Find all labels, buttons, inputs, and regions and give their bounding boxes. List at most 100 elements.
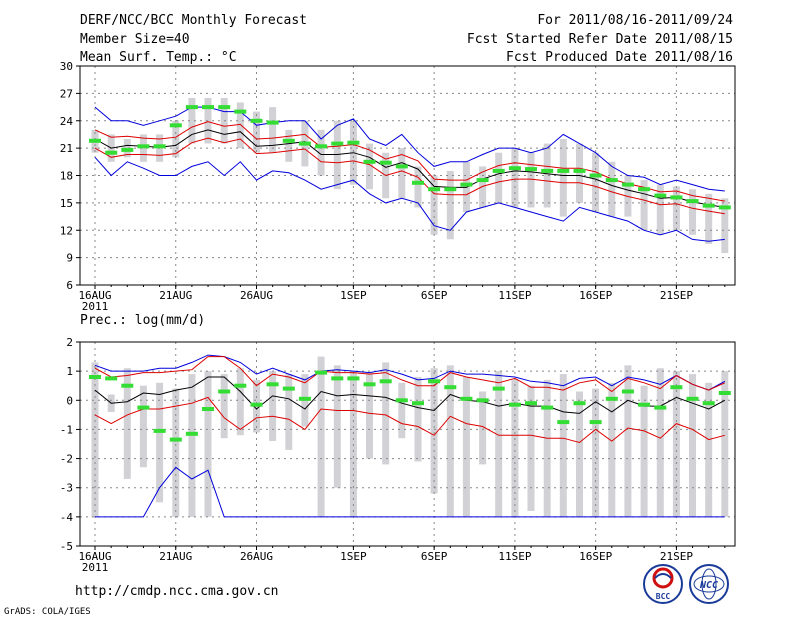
- temp-observed-marker: [412, 180, 424, 185]
- prec-observed-marker: [395, 398, 408, 403]
- temp-spread-bar: [527, 152, 535, 208]
- temp-y-tick-label: 27: [60, 87, 73, 100]
- prec-observed-marker: [89, 375, 101, 379]
- prec-spread-bar: [592, 388, 600, 517]
- temp-min-line: [94, 156, 725, 242]
- prec-observed-marker: [153, 428, 166, 433]
- source-url: http://cmdp.ncc.cma.gov.cn: [75, 584, 279, 599]
- prec-y-tick-label: 2: [66, 336, 73, 349]
- prec-y-tick-label: -5: [60, 540, 73, 553]
- temp-upper-std-line: [94, 121, 725, 202]
- prec-x-tick-label: 16AUG: [78, 550, 111, 563]
- prec-x-tick-label: 6SEP: [421, 550, 448, 563]
- temp-x-tick-label: 21SEP: [660, 289, 693, 302]
- prec-spread-bar: [527, 385, 535, 511]
- temp-spread-bar: [236, 102, 244, 149]
- temp-observed-marker: [557, 168, 570, 173]
- temp-spread-bar: [398, 148, 406, 199]
- temp-observed-marker: [347, 140, 360, 145]
- temp-spread-bar: [705, 193, 713, 244]
- temp-year-label: 2011: [82, 300, 109, 313]
- bcc-logo: BCC: [643, 564, 683, 604]
- prec-observed-marker: [347, 376, 360, 381]
- temp-spread-bar: [495, 152, 503, 203]
- prec-spread-bar: [672, 371, 680, 517]
- temperature-panel: 6 9 12 15 18 21 24 27 30 16AUG 21AUG 26AUG 1SEP 6SEP 1…: [60, 60, 736, 313]
- temp-mean-line: [94, 129, 725, 208]
- prec-spread-bar: [608, 382, 616, 517]
- temp-observed-marker: [428, 187, 441, 192]
- temp-spread-bar: [576, 143, 583, 203]
- prec-x-tick-label: 16SEP: [579, 550, 612, 563]
- temp-observed-marker: [250, 118, 263, 123]
- temp-observed-marker: [105, 150, 118, 155]
- prec-spread-bar: [156, 382, 164, 503]
- prec-observed-marker: [686, 396, 699, 401]
- prec-x-tick-label: 26AUG: [240, 550, 273, 563]
- temp-observed-marker: [331, 141, 344, 146]
- prec-observed-marker: [363, 382, 376, 387]
- precip-variable-label: Prec.: log(mm/d): [80, 313, 205, 328]
- temp-y-tick-label: 15: [60, 197, 73, 210]
- temp-observed-marker: [605, 178, 618, 183]
- prec-observed-marker: [412, 401, 424, 406]
- prec-observed-marker: [573, 401, 586, 406]
- temp-y-tick-label: 24: [60, 115, 74, 128]
- prec-spread-bar: [640, 385, 648, 517]
- temperature-variable-label: Mean Surf. Temp.: °C: [80, 50, 237, 65]
- temp-observed-marker: [137, 144, 150, 149]
- temp-y-tick-label: 30: [60, 60, 73, 73]
- temp-observed-marker: [670, 195, 683, 200]
- prec-y-tick-label: -1: [60, 423, 73, 436]
- prec-spread-bar: [576, 391, 583, 517]
- temp-spread-bar: [689, 189, 696, 235]
- prec-spread-bar: [269, 371, 277, 441]
- prec-observed-marker: [137, 405, 150, 410]
- forecast-period-label: For 2011/08/16-2011/09/24: [537, 13, 733, 28]
- prec-spread-bar: [382, 362, 390, 465]
- ncc-logo: NCC: [689, 564, 729, 604]
- prec-spread-bar: [285, 374, 293, 450]
- prec-observed-marker: [605, 396, 618, 401]
- temp-observed-marker: [395, 164, 408, 169]
- prec-spread-bar: [349, 371, 357, 517]
- temp-spread-bar: [511, 148, 519, 208]
- temp-x-tick-label: 11SEP: [498, 289, 531, 302]
- grads-credit: GrADS: COLA/IGES: [4, 607, 91, 617]
- temp-y-tick-label: 12: [60, 224, 73, 237]
- forecast-produced-label: Fcst Produced Date 2011/08/16: [506, 50, 733, 65]
- prec-x-tick-label: 21AUG: [159, 550, 192, 563]
- temp-observed-marker: [379, 160, 392, 165]
- temp-observed-marker: [702, 203, 715, 208]
- prec-y-tick-label: -2: [60, 453, 73, 466]
- forecast-started-label: Fcst Started Refer Date 2011/08/15: [467, 32, 733, 47]
- temp-observed-marker: [234, 109, 247, 114]
- prec-spread-bar: [366, 372, 373, 459]
- prec-observed-marker: [266, 382, 279, 387]
- prec-observed-marker: [670, 385, 683, 390]
- temp-spread-bar: [317, 129, 325, 176]
- temp-observed-marker: [573, 168, 586, 173]
- prec-spread-bar: [446, 365, 454, 517]
- prec-spread-bar: [236, 368, 244, 436]
- prec-observed-marker: [315, 370, 328, 375]
- temp-observed-marker: [282, 138, 295, 143]
- temp-max-line: [94, 106, 725, 192]
- temp-observed-marker: [298, 141, 311, 146]
- temp-spread-bar: [721, 198, 729, 254]
- temp-observed-marker: [89, 138, 101, 143]
- temp-plot-frame: [79, 65, 736, 286]
- prec-observed-marker: [621, 389, 634, 394]
- prec-mean-line: [94, 376, 726, 414]
- prec-observed-marker: [202, 407, 214, 411]
- prec-spread-bar: [559, 374, 567, 517]
- member-size-label: Member Size=40: [80, 32, 190, 47]
- temp-observed-marker: [315, 144, 328, 149]
- prec-spread-bar: [317, 356, 325, 517]
- prec-spread-bar: [479, 391, 487, 465]
- temp-y-tick-label: 9: [66, 252, 73, 265]
- temp-y-tick-label: 18: [60, 170, 73, 183]
- prec-y-tick-label: 0: [66, 394, 73, 407]
- temp-observed-marker: [686, 199, 699, 204]
- temp-observed-marker: [621, 182, 634, 187]
